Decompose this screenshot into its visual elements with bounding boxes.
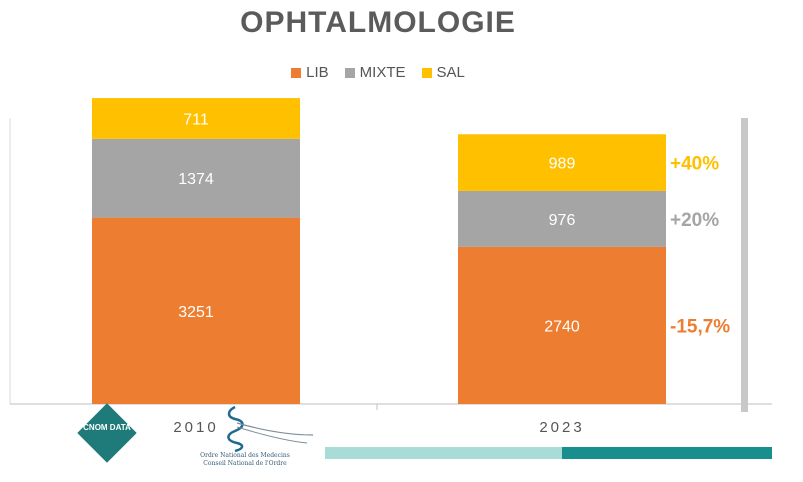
legend-item-mixte: MIXTE <box>344 64 406 81</box>
legend-item-sal: SAL <box>421 64 465 81</box>
bar-mixte-2010 <box>92 138 300 218</box>
cnom-diamond-shape <box>77 403 137 463</box>
change-label-sal: +40% <box>670 154 719 175</box>
data-label-sal-2010: 711 <box>183 111 209 128</box>
plot-right-border <box>741 118 748 412</box>
footer-band-dark <box>562 447 772 459</box>
bar-sal-2010 <box>92 98 300 139</box>
ordre-logo-text: Ordre National des Medecins Conseil Nati… <box>175 452 315 468</box>
x-tick-label-2023: 2023 <box>539 419 584 436</box>
bar-lib-2010 <box>92 217 300 404</box>
legend-item-lib: LIB <box>291 64 329 81</box>
legend-label-mixte: MIXTE <box>359 64 406 81</box>
legend-swatch-sal <box>421 67 432 78</box>
chart-title: OPHTALMOLOGIE <box>240 6 516 39</box>
bar-sal-2023 <box>458 134 666 191</box>
legend-swatch-mixte <box>344 67 355 78</box>
chart-legend: LIB MIXTE SAL <box>0 64 756 81</box>
ordre-logo-line1: Ordre National des Medecins <box>200 452 290 459</box>
data-label-lib-2023: 2740 <box>544 318 580 335</box>
ordre-medecins-logo: Ordre National des Medecins Conseil Nati… <box>175 405 315 473</box>
caduceus-icon <box>227 405 314 453</box>
data-label-mixte-2023: 976 <box>549 212 576 229</box>
bar-mixte-2023 <box>458 190 666 247</box>
x-tick-label-2010: 2010 <box>173 419 218 436</box>
data-label-sal-2023: 989 <box>549 156 576 173</box>
data-label-mixte-2010: 1374 <box>178 171 214 188</box>
change-label-mixte: +20% <box>670 210 719 231</box>
bar-lib-2023 <box>458 246 666 404</box>
legend-swatch-lib <box>291 67 302 78</box>
data-label-lib-2010: 3251 <box>178 304 214 321</box>
legend-label-sal: SAL <box>436 64 465 81</box>
legend-label-lib: LIB <box>306 64 329 81</box>
footer-band-light <box>325 447 565 459</box>
change-label-lib: -15,7% <box>670 316 730 337</box>
cnom-logo-text: CNOM DATA <box>83 423 131 432</box>
cnom-data-logo: CNOM DATA <box>77 403 138 464</box>
ordre-logo-line2: Conseil National de l'Ordre <box>203 460 287 467</box>
